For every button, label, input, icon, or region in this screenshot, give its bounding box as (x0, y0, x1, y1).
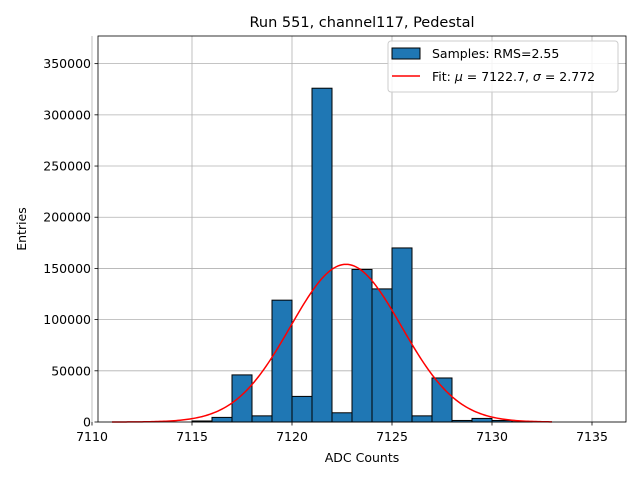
y-tick-label: 100000 (43, 312, 91, 327)
x-tick-label: 7125 (376, 429, 408, 444)
legend-samples-label: Samples: RMS=2.55 (432, 46, 559, 61)
x-tick-label: 7110 (76, 429, 108, 444)
legend-samples-swatch (391, 47, 421, 60)
histogram-bar (291, 395, 313, 423)
histogram-bar (211, 416, 233, 423)
plot-frame (97, 35, 627, 423)
histogram-bar (371, 288, 393, 423)
histogram-bar (351, 268, 373, 423)
histogram-bar (251, 415, 273, 423)
grid-lines (91, 36, 626, 423)
legend-box (387, 40, 619, 93)
x-tick-label: 7135 (576, 429, 608, 444)
y-tick-label: 200000 (43, 210, 91, 225)
histogram-bar (311, 87, 333, 423)
y-tick-label: 50000 (51, 363, 91, 378)
y-tick-label: 250000 (43, 159, 91, 174)
histogram-bar (271, 299, 293, 423)
y-tick-label: 300000 (43, 107, 91, 122)
y-tick-label: 0 (83, 415, 91, 430)
y-tick-label: 350000 (43, 56, 91, 71)
histogram-bar (411, 415, 433, 423)
y-axis-label: Entries (14, 207, 29, 251)
legend: Samples: RMS=2.55 Fit: μ = 7122.7, σ = 2… (387, 40, 619, 93)
chart-title: Run 551, channel117, Pedestal (249, 15, 474, 31)
histogram-bar (431, 377, 453, 423)
x-tick-label: 7130 (476, 429, 508, 444)
x-tick-label: 7115 (176, 429, 208, 444)
histogram-bar (391, 247, 413, 423)
histogram-bar (231, 374, 253, 423)
y-axis-ticks: 0 50000 100000 150000 200000 250000 300000 3500… (43, 56, 98, 430)
x-axis-label: ADC Counts (325, 450, 400, 465)
x-tick-label: 7120 (276, 429, 308, 444)
histogram-bars (191, 87, 533, 423)
histogram-bar (331, 412, 353, 423)
y-tick-label: 150000 (43, 261, 91, 276)
fit-curve (112, 263, 553, 423)
legend-fit-label: Fit: μ = 7122.7, σ = 2.772 (432, 69, 595, 84)
histogram-bar (471, 417, 493, 423)
x-axis-ticks: 7110 7115 7120 7125 7130 7135 (76, 422, 608, 444)
